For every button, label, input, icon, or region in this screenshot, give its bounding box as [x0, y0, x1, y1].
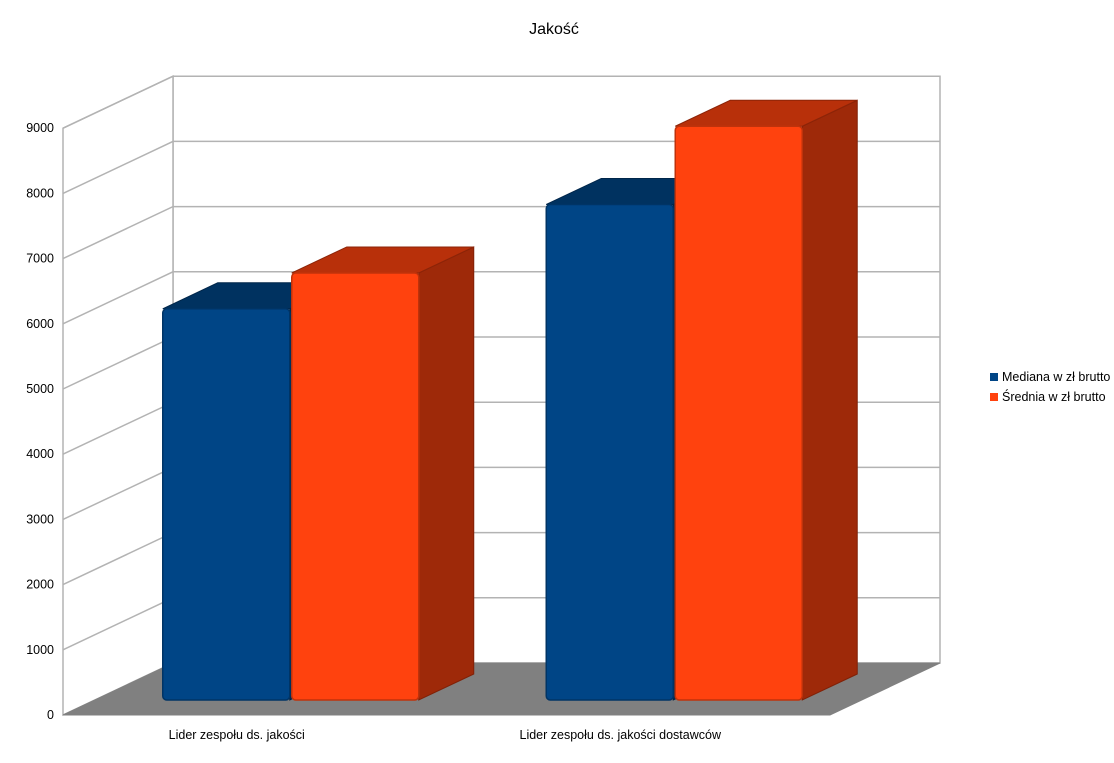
- side-wall: [62, 75, 174, 717]
- y-tick-label: 1000: [26, 643, 54, 657]
- gridline-9000: [62, 75, 940, 129]
- bar-front: [291, 272, 420, 701]
- legend-swatch-series-1: [990, 373, 998, 381]
- y-tick-label: 7000: [26, 252, 54, 266]
- y-tick-label: 8000: [26, 186, 54, 200]
- bar-side: [801, 99, 858, 701]
- bar-2-2: [674, 99, 858, 701]
- chart-title: Jakość: [529, 21, 579, 38]
- y-tick-label: 9000: [26, 121, 54, 135]
- bar-front: [162, 308, 291, 701]
- legend-item-series-1: Mediana w zł brutto: [990, 367, 1110, 387]
- y-tick-label: 2000: [26, 578, 54, 592]
- bar-front: [674, 125, 803, 701]
- chart-bars: [162, 99, 858, 701]
- x-tick-label: Lider zespołu ds. jakości: [169, 728, 305, 742]
- bar-side: [418, 246, 475, 701]
- y-tick-label: 0: [47, 708, 54, 722]
- x-tick-label: Lider zespołu ds. jakości dostawców: [520, 728, 722, 742]
- legend-label-series-1: Mediana w zł brutto: [1002, 370, 1111, 384]
- legend-label-series-2: Średnia w zł brutto: [1002, 390, 1106, 404]
- bar-front: [545, 203, 674, 701]
- y-tick-label: 4000: [26, 447, 54, 461]
- x-axis-ticks: Lider zespołu ds. jakości Lider zespołu d…: [169, 728, 722, 742]
- chart-legend: Mediana w zł brutto Średnia w zł brutto: [990, 367, 1110, 407]
- legend-swatch-series-2: [990, 393, 998, 401]
- y-axis-ticks: 0 1000 2000 3000 4000 5000 6000 7000 8000 9000: [26, 121, 54, 722]
- y-tick-label: 3000: [26, 512, 54, 526]
- y-tick-label: 6000: [26, 317, 54, 331]
- y-tick-label: 5000: [26, 382, 54, 396]
- legend-item-series-2: Średnia w zł brutto: [990, 387, 1110, 407]
- bar-2-1: [291, 246, 475, 701]
